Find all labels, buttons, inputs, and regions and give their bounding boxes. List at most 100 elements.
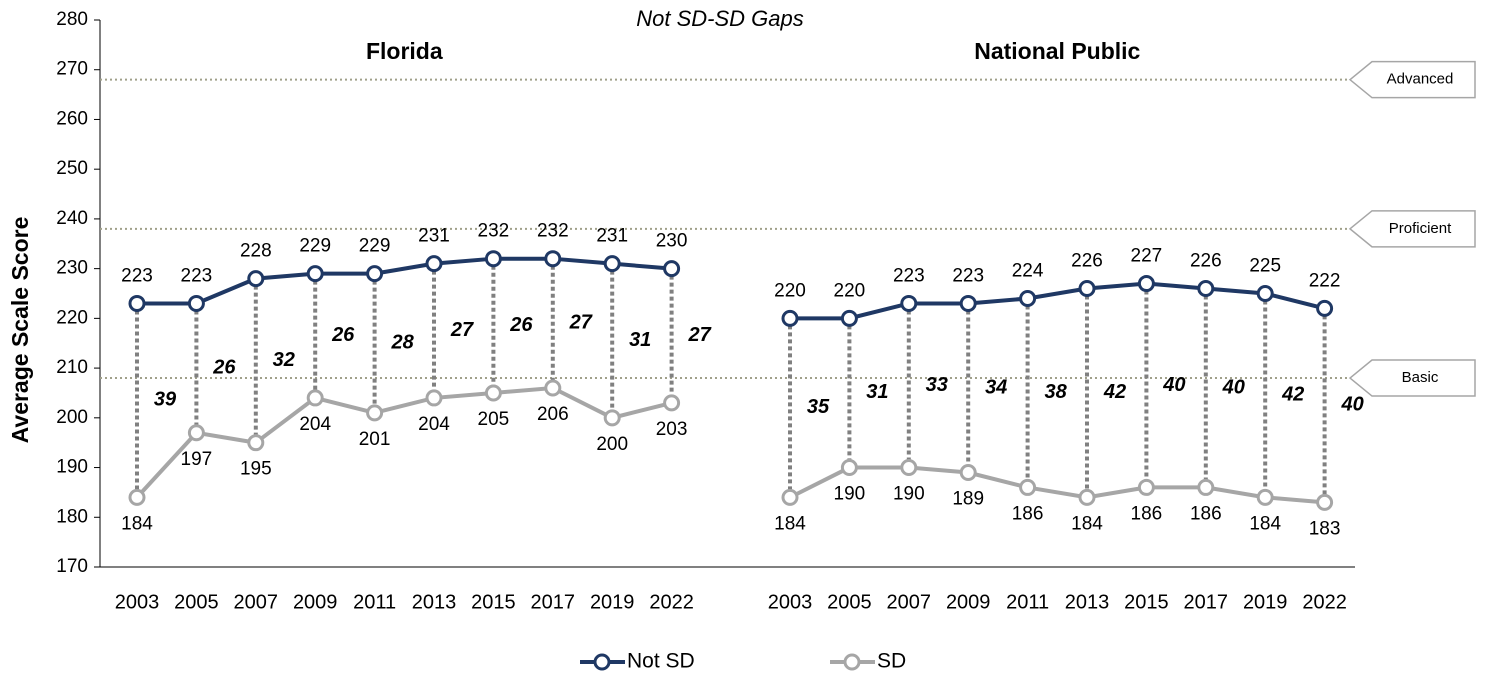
x-tick-label: 2005 [827, 591, 872, 613]
value-label: 226 [1190, 251, 1222, 272]
value-label: 186 [1131, 503, 1163, 524]
point [1256, 285, 1274, 302]
value-label: 232 [478, 221, 510, 242]
point [1316, 299, 1334, 317]
gap-label: 42 [1103, 381, 1126, 403]
value-label: 204 [299, 414, 331, 435]
y-tick-label: 260 [56, 108, 88, 129]
gap-label: 38 [1044, 381, 1067, 403]
point [544, 250, 562, 268]
point [247, 270, 265, 288]
value-label: 201 [359, 429, 391, 450]
value-label: 224 [1012, 260, 1044, 281]
point [663, 260, 681, 278]
gap-label: 34 [985, 376, 1007, 398]
point [425, 255, 443, 273]
point [1197, 280, 1215, 298]
series-line [137, 256, 672, 306]
y-tick-label: 180 [56, 506, 88, 527]
value-label: 225 [1249, 256, 1281, 277]
point [603, 255, 621, 273]
series-line [135, 385, 673, 499]
point [306, 389, 324, 407]
value-label: 228 [240, 241, 272, 262]
point [781, 488, 799, 506]
gap-label: 28 [390, 332, 414, 354]
value-label: 223 [121, 265, 153, 286]
point [425, 389, 443, 407]
value-label: 223 [952, 265, 984, 286]
point [663, 394, 681, 412]
series-line [790, 281, 1326, 321]
reference-label: Advanced [1387, 71, 1454, 88]
value-label: 226 [1071, 251, 1103, 272]
point [1019, 289, 1037, 307]
reference-label: Basic [1402, 369, 1439, 386]
y-tick-label: 270 [56, 59, 88, 80]
x-tick-label: 2009 [293, 591, 338, 613]
value-label: 230 [656, 231, 688, 252]
value-label: 229 [299, 236, 331, 257]
value-label: 206 [537, 404, 569, 425]
value-label: 220 [774, 280, 806, 301]
chart-title: Not SD-SD Gaps [636, 6, 804, 31]
point [366, 404, 384, 422]
series-line [789, 465, 1325, 505]
point [484, 384, 502, 402]
value-label: 222 [1309, 270, 1341, 291]
point [247, 434, 265, 452]
point [484, 250, 502, 268]
value-label: 184 [1249, 513, 1281, 534]
point [1137, 275, 1155, 293]
y-tick-label: 210 [56, 357, 88, 378]
value-label: 231 [596, 226, 628, 247]
gap-label: 31 [866, 381, 888, 403]
x-tick-label: 2005 [174, 591, 219, 613]
legend-label: SD [877, 650, 906, 673]
reference-label: Proficient [1389, 220, 1452, 237]
legend-label: Not SD [627, 650, 695, 673]
x-tick-label: 2007 [887, 591, 932, 613]
value-label: 190 [834, 484, 866, 505]
gap-label: 40 [1162, 374, 1185, 396]
x-tick-label: 2011 [353, 591, 396, 613]
x-tick-label: 2017 [531, 591, 576, 613]
gap-label: 42 [1281, 384, 1304, 406]
value-label: 229 [359, 236, 391, 257]
value-label: 223 [893, 265, 925, 286]
point [187, 424, 205, 442]
y-tick-label: 240 [56, 208, 88, 229]
gap-label: 32 [273, 349, 295, 371]
gap-label: 40 [1340, 394, 1363, 416]
value-label: 197 [181, 449, 213, 470]
value-label: 205 [478, 409, 510, 430]
value-label: 203 [656, 419, 688, 440]
y-tick-label: 230 [56, 258, 88, 279]
gap-label: 31 [629, 329, 651, 351]
point [1078, 280, 1096, 298]
point [900, 294, 918, 312]
gap-label: 26 [212, 356, 236, 378]
x-tick-label: 2022 [649, 591, 694, 613]
reference-label-box [1348, 60, 1476, 99]
value-label: 232 [537, 221, 569, 242]
value-label: 190 [893, 484, 925, 505]
x-tick-label: 2019 [590, 591, 635, 613]
x-tick-label: 2017 [1184, 591, 1229, 613]
value-label: 231 [418, 226, 450, 247]
point [840, 459, 858, 477]
reference-label-box [1348, 210, 1476, 248]
point [1078, 488, 1096, 506]
point [1019, 478, 1037, 496]
legend-marker [593, 653, 611, 671]
gap-label: 39 [154, 389, 177, 411]
point [1197, 478, 1215, 496]
x-tick-label: 2013 [1065, 591, 1110, 613]
value-label: 223 [181, 265, 213, 286]
value-label: 186 [1012, 503, 1044, 524]
panel-title: Florida [366, 38, 443, 64]
point [603, 409, 621, 427]
y-tick-label: 250 [56, 158, 88, 179]
point [128, 488, 146, 506]
